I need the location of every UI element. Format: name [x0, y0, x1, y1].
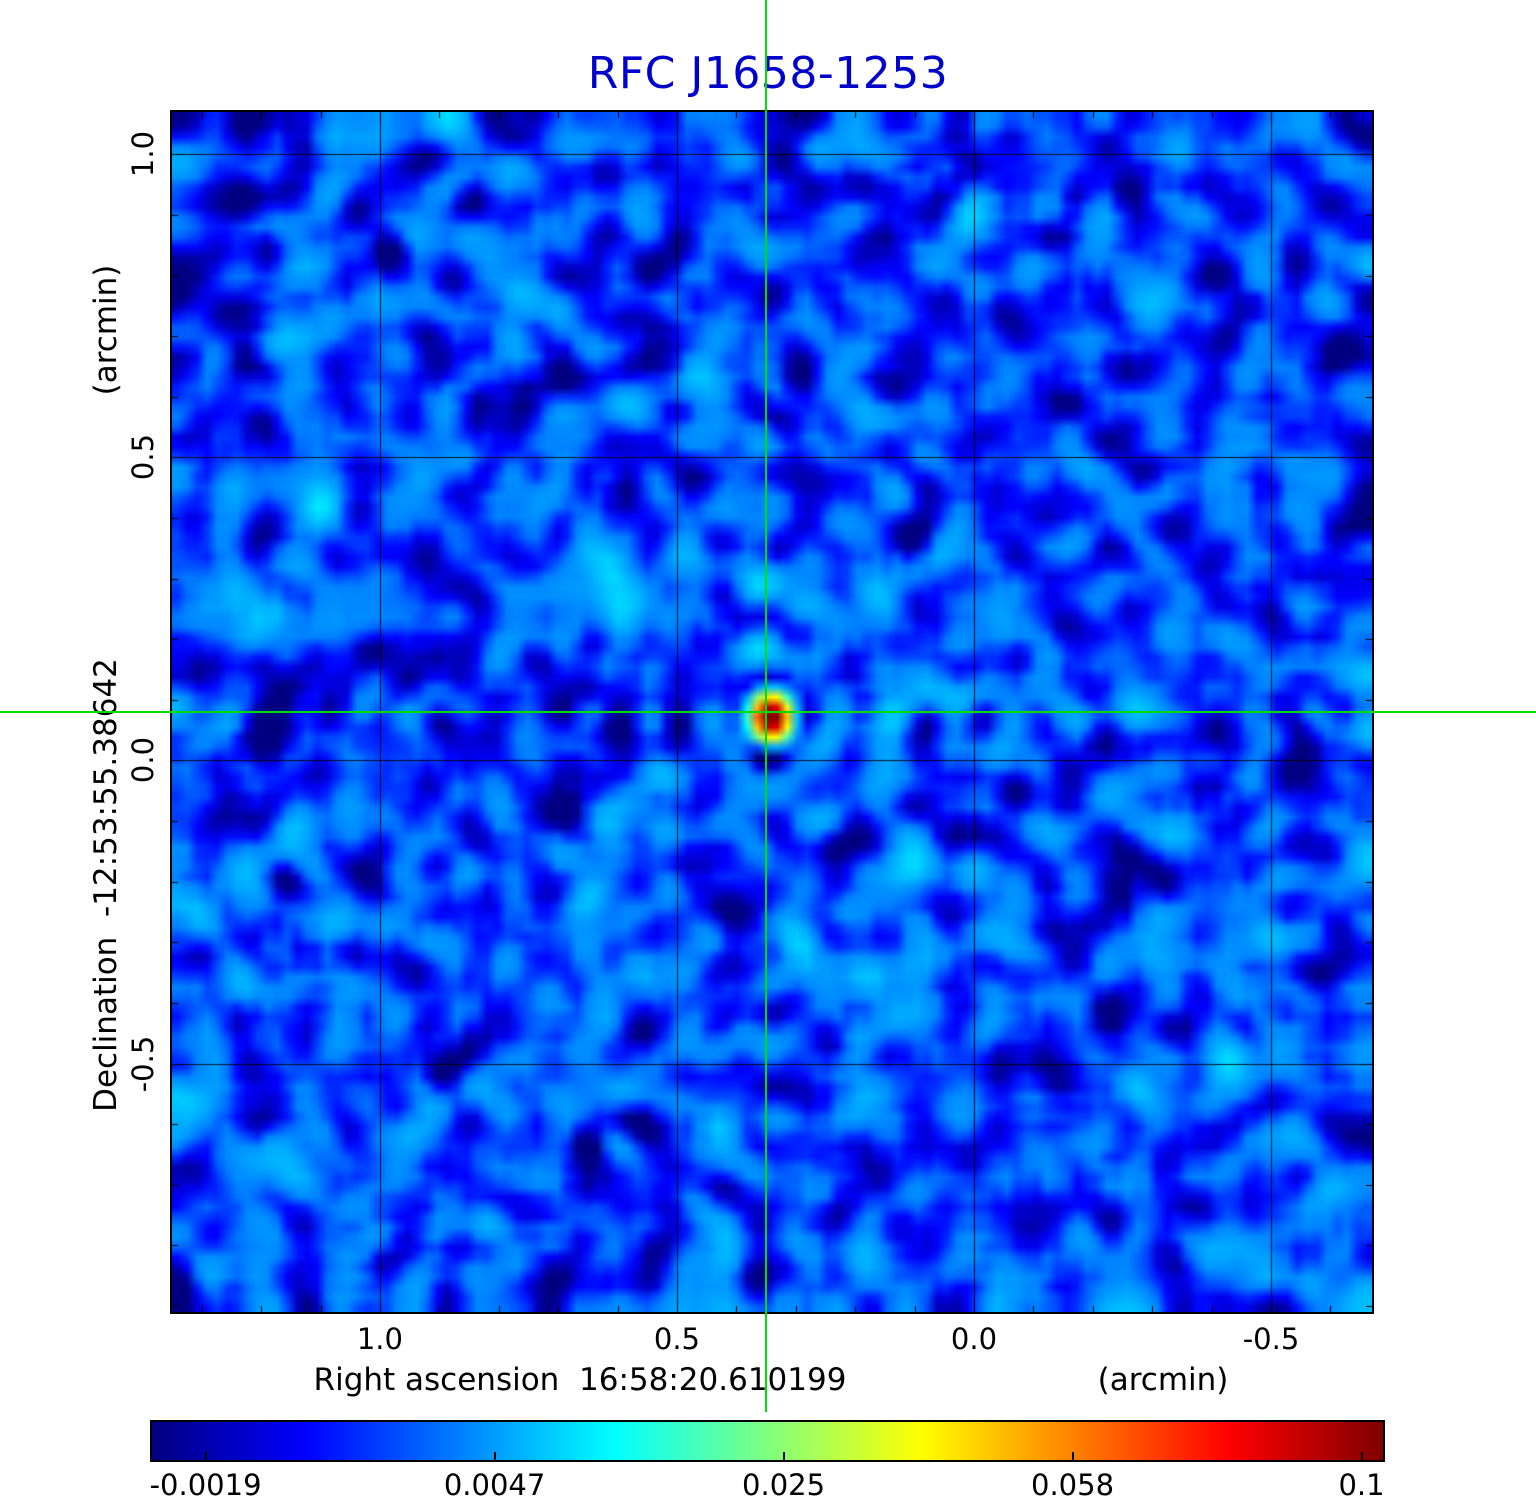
colorbar-gradient: [150, 1420, 1385, 1462]
y-axis-title: Declination -12:53:55.38642: [88, 658, 124, 1112]
chart-title: RFC J1658-1253: [587, 48, 949, 99]
y-axis-tick-label: 0.0: [126, 737, 160, 784]
colorbar-tick-label: 0.025: [742, 1468, 826, 1502]
y-axis-tick-label: 1.0: [126, 131, 160, 178]
x-axis-tick-label: -0.5: [1242, 1322, 1300, 1356]
crosshair-vertical-line: [765, 0, 768, 1412]
colorbar-tick-label: 0.1: [1338, 1468, 1385, 1502]
y-axis-unit-label: (arcmin): [88, 264, 124, 396]
x-axis-title: Right ascension 16:58:20.610199: [313, 1362, 847, 1398]
crosshair-horizontal-line: [0, 711, 1536, 713]
y-axis-tick-label: -0.5: [126, 1035, 160, 1092]
colorbar-tick-mark: [782, 1452, 785, 1460]
colorbar-tick-mark: [493, 1452, 496, 1460]
y-axis-tick-label: 0.5: [126, 434, 160, 481]
colorbar-tick-label: 0.058: [1031, 1468, 1115, 1502]
colorbar-tick-mark: [1360, 1452, 1363, 1460]
x-axis-tick-label: 0.0: [950, 1322, 998, 1356]
x-axis-tick-label: 1.0: [356, 1322, 403, 1356]
x-axis-tick-label: 0.5: [653, 1322, 700, 1356]
colorbar-tick-mark: [1071, 1452, 1074, 1460]
colorbar-tick-mark: [204, 1452, 207, 1460]
x-axis-unit-label: (arcmin): [1097, 1362, 1229, 1398]
colorbar-tick-label: -0.0019: [149, 1468, 262, 1502]
colorbar-tick-label: 0.0047: [443, 1468, 546, 1502]
